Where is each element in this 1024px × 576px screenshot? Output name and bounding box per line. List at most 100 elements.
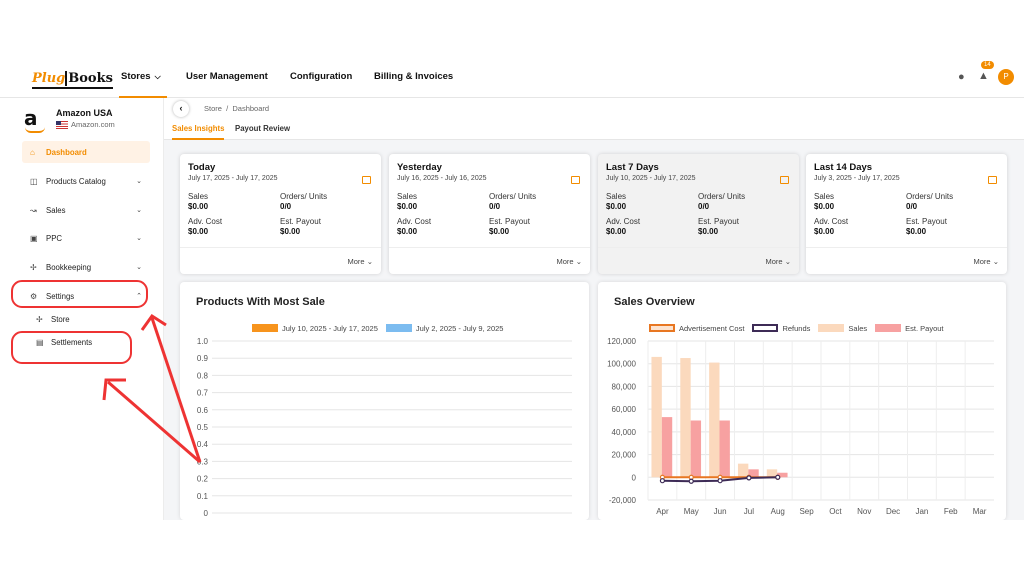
- sidebar-item-label: Bookkeeping: [46, 262, 92, 272]
- chart-legend: Advertisement Cost Refunds Sales Est. Pa…: [649, 324, 944, 333]
- calendar-icon[interactable]: [571, 176, 580, 184]
- point-refunds: [775, 474, 781, 480]
- sidebar-subitem-settlements[interactable]: ▤ Settlements: [36, 333, 92, 351]
- y-tick-label: 0.6: [197, 406, 209, 415]
- back-button[interactable]: ‹: [173, 101, 189, 117]
- amazon-logo-icon: a: [24, 108, 48, 134]
- chart-legend: July 10, 2025 - July 17, 2025 July 2, 20…: [252, 324, 503, 333]
- y-tick-label: 0.3: [197, 457, 209, 466]
- point-refunds: [688, 478, 694, 484]
- legend-item[interactable]: July 2, 2025 - July 9, 2025: [385, 324, 503, 333]
- plugbooks-logo[interactable]: Plug Books: [32, 68, 113, 89]
- calendar-icon[interactable]: [780, 176, 789, 184]
- x-tick-label: Mar: [973, 507, 987, 516]
- logo-part-books: Books: [65, 71, 113, 86]
- sidebar-item-ppc[interactable]: ▣ PPC ⌄: [22, 227, 150, 249]
- y-tick-label: 120,000: [607, 337, 636, 346]
- chart-icon: ↝: [30, 205, 37, 215]
- more-button[interactable]: More ⌄: [347, 257, 373, 266]
- bar-sales: [651, 356, 662, 478]
- breadcrumb-store[interactable]: Store: [204, 104, 222, 113]
- sales-overview-chart: 120,000 100,000 80,000 60,000 40,000 20,000 0 -…: [607, 337, 994, 516]
- x-tick-label: Aug: [771, 507, 785, 516]
- sidebar-item-dashboard[interactable]: ⌂ Dashboard: [22, 141, 150, 163]
- bar-est-payout: [719, 420, 730, 478]
- products-chart: 1.0 0.9 0.8 0.7 0.6 0.5 0.4 0.3 0.2 0.1 0: [197, 337, 572, 518]
- tab-sales-insights[interactable]: Sales Insights: [172, 124, 225, 140]
- y-tick-label: 80,000: [612, 382, 637, 391]
- store-name: Amazon USA: [56, 108, 113, 118]
- sidebar-item-products-catalog[interactable]: ◫ Products Catalog ⌄: [22, 170, 150, 192]
- avatar[interactable]: P: [998, 69, 1014, 85]
- bell-icon[interactable]: ▲ 14: [978, 61, 994, 84]
- card-title: Last 7 Days: [606, 162, 659, 173]
- store-selector[interactable]: a Amazon USA Amazon.com: [24, 108, 115, 134]
- sidebar-item-label: Sales: [46, 205, 66, 215]
- calendar-icon[interactable]: [362, 176, 371, 184]
- more-button[interactable]: More ⌄: [556, 257, 582, 266]
- logo-part-plug: Plug: [32, 71, 66, 86]
- x-tick-label: Apr: [656, 507, 669, 516]
- card-date-range: July 16, 2025 - July 16, 2025: [397, 175, 487, 182]
- bar-sales: [766, 469, 778, 478]
- chevron-up-icon: ⌃: [136, 293, 142, 300]
- card-title: Today: [188, 162, 216, 173]
- bar-sales: [709, 362, 720, 478]
- summary-card-last-14-days: Last 14 Days July 3, 2025 - July 17, 202…: [806, 154, 1007, 274]
- x-tick-label: May: [684, 507, 699, 516]
- panel-title: Sales Overview: [614, 296, 695, 308]
- legend-item[interactable]: July 10, 2025 - July 17, 2025: [252, 324, 378, 333]
- sales-overview-panel: Sales Overview Advertisement Cost Refund…: [598, 282, 1006, 520]
- legend-item[interactable]: Est. Payout: [875, 324, 944, 333]
- lightbulb-icon[interactable]: ●: [958, 71, 965, 83]
- adv-cost-value: $0.00: [606, 227, 627, 236]
- payout-value: $0.00: [906, 227, 927, 236]
- chevron-down-icon: ⌄: [366, 257, 373, 266]
- more-button[interactable]: More ⌄: [973, 257, 999, 266]
- us-flag-icon: [56, 120, 68, 129]
- chevron-down-icon: ⌄: [136, 207, 142, 214]
- card-date-range: July 17, 2025 - July 17, 2025: [188, 175, 278, 182]
- adv-cost-value: $0.00: [397, 227, 418, 236]
- legend-item[interactable]: Advertisement Cost: [649, 324, 744, 333]
- sidebar-item-label: Dashboard: [46, 147, 87, 157]
- card-title: Last 14 Days: [814, 162, 873, 173]
- orders-value: 0/0: [489, 202, 501, 211]
- nav-user-management[interactable]: User Management: [186, 71, 268, 82]
- sales-value: $0.00: [814, 202, 835, 211]
- bar-est-payout: [690, 420, 702, 478]
- payout-value: $0.00: [489, 227, 510, 236]
- nav-stores[interactable]: Stores ⌵: [119, 60, 167, 98]
- y-tick-label: 0.5: [197, 423, 209, 432]
- y-tick-label: 0.7: [197, 389, 209, 398]
- bar-est-payout: [661, 417, 673, 478]
- nav-configuration[interactable]: Configuration: [290, 71, 353, 82]
- y-tick-label: 0: [632, 473, 637, 482]
- chevron-down-icon: ⌄: [575, 257, 582, 266]
- chevron-down-icon: ⌄: [136, 178, 142, 185]
- more-button[interactable]: More ⌄: [765, 257, 791, 266]
- sales-value: $0.00: [397, 202, 418, 211]
- y-tick-label: 40,000: [612, 428, 637, 437]
- nav-billing-invoices[interactable]: Billing & Invoices: [374, 71, 454, 82]
- breadcrumb-dashboard: Dashboard: [232, 104, 270, 113]
- legend-item[interactable]: Sales: [818, 324, 867, 333]
- sidebar-item-sales[interactable]: ↝ Sales ⌄: [22, 199, 150, 221]
- x-tick-label: Nov: [857, 507, 871, 516]
- calendar-icon[interactable]: [988, 176, 997, 184]
- top-navbar: Plug Books Stores ⌵ User Management Confi…: [0, 60, 1024, 98]
- bar-est-payout: [777, 472, 788, 478]
- sidebar-subitem-label: Store: [51, 314, 70, 324]
- sidebar-subitem-store[interactable]: ✢ Store: [36, 310, 70, 328]
- x-tick-label: Jan: [915, 507, 928, 516]
- box-icon: ◫: [30, 176, 38, 186]
- x-tick-label: Jun: [714, 507, 727, 516]
- tab-payout-review[interactable]: Payout Review: [235, 124, 291, 133]
- ppc-icon: ▣: [30, 233, 38, 243]
- legend-item[interactable]: Refunds: [752, 324, 810, 333]
- adv-cost-value: $0.00: [188, 227, 209, 236]
- sidebar-item-settings[interactable]: ⚙ Settings ⌃: [22, 285, 150, 307]
- sidebar-item-bookkeeping[interactable]: ✢ Bookkeeping ⌄: [22, 256, 150, 278]
- sidebar-subitem-label: Settlements: [51, 337, 93, 347]
- summary-card-yesterday: Yesterday July 16, 2025 - July 16, 2025 …: [389, 154, 590, 274]
